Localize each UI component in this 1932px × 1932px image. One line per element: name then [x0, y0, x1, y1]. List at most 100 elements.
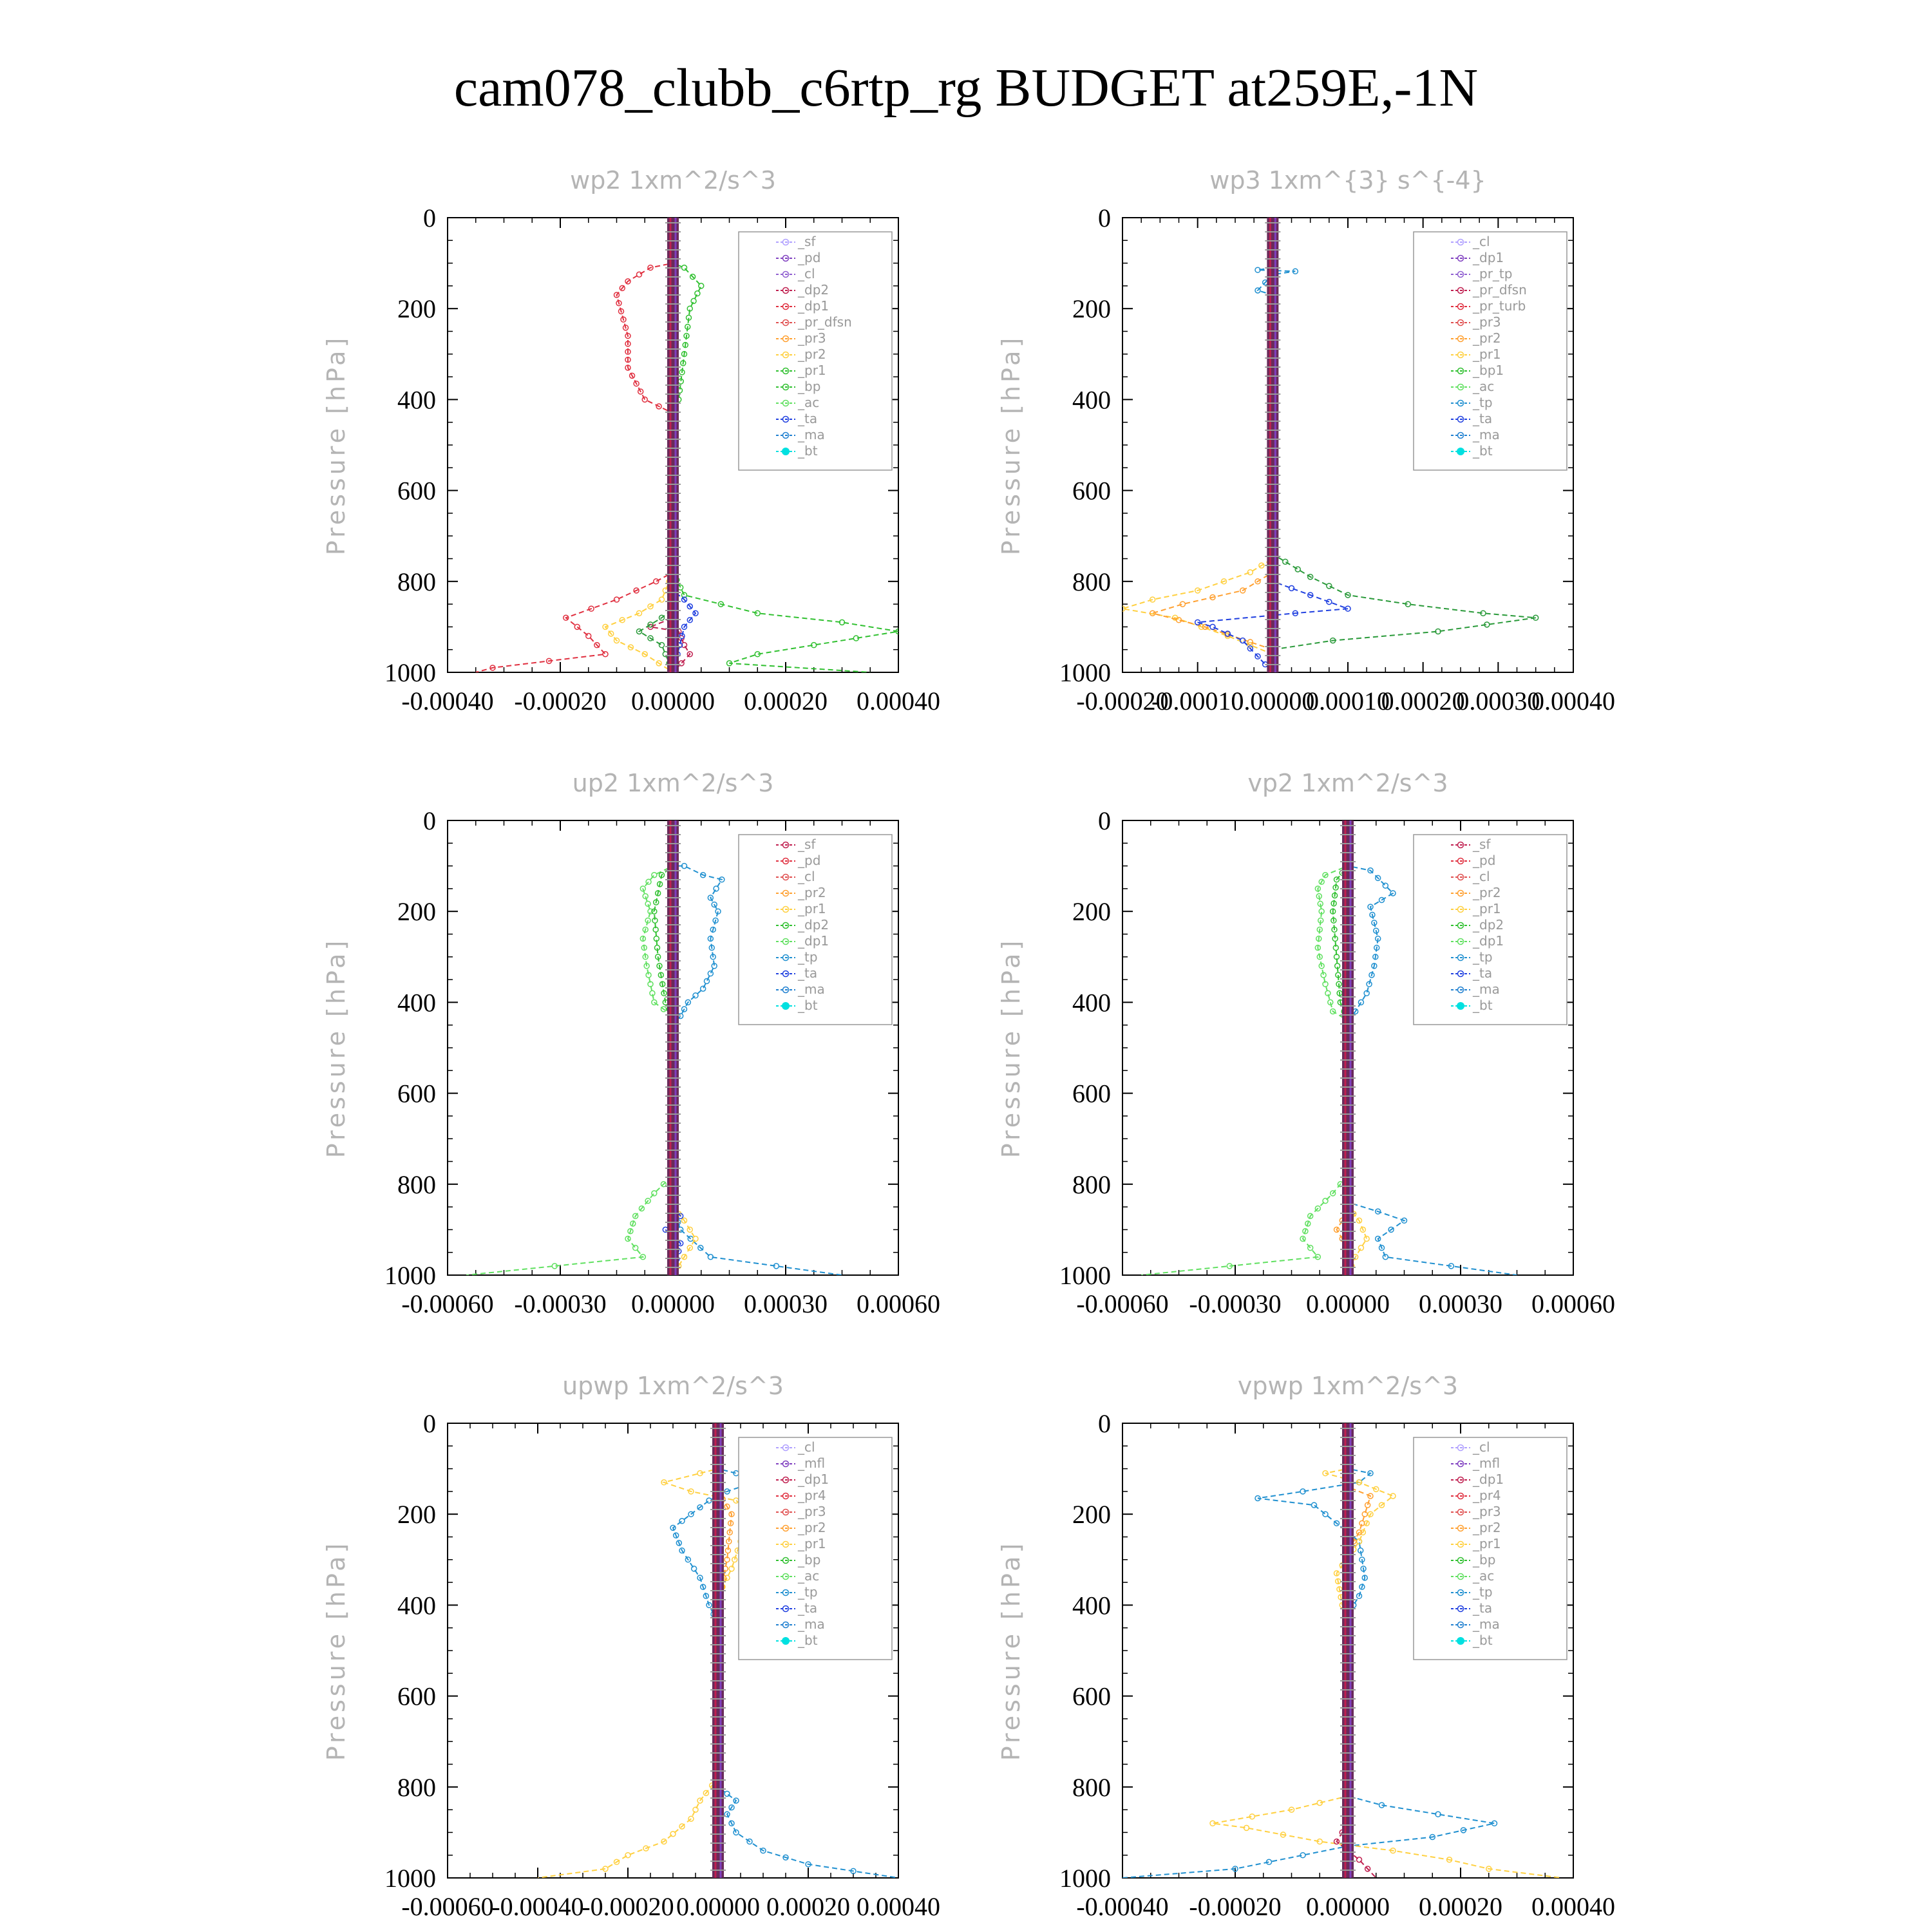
series-marker_ta: [681, 623, 688, 630]
legend-marker: [1457, 303, 1464, 310]
series-marker_pr2: [627, 644, 634, 650]
series-marker_pr1: [681, 592, 688, 598]
legend-entry: _pr_turb: [1472, 298, 1526, 314]
y-tick-label: 800: [1072, 1773, 1111, 1802]
series-marker_pr2: [1364, 1502, 1371, 1508]
panel-title: upwp 1xm^2/s^3: [562, 1372, 784, 1400]
series-marker_bp1: [1405, 601, 1412, 607]
series-marker_pr1: [1243, 1824, 1250, 1832]
legend-entry: _tp: [797, 1584, 818, 1600]
series-marker_dp2: [652, 926, 659, 933]
series-marker_dp1: [613, 596, 620, 603]
series-marker_tp: [724, 1811, 730, 1817]
legend-marker: [782, 287, 790, 294]
legend-marker: [1457, 431, 1464, 439]
x-tick-label: 0.00040: [1531, 1892, 1615, 1921]
series-marker_tp: [679, 1518, 685, 1524]
series-marker_pr1: [895, 628, 898, 635]
series-marker_dp1: [1316, 935, 1322, 942]
series-marker_dp1: [660, 1181, 667, 1188]
series-marker_dp1: [1318, 908, 1325, 914]
series-marker_pr1: [661, 1479, 667, 1486]
legend-entry: _bt: [1472, 443, 1493, 459]
legend-entry: _ta: [797, 1600, 817, 1616]
series-marker_pr1: [613, 1859, 620, 1866]
legend-marker: [1457, 1460, 1464, 1468]
legend-marker: [782, 415, 790, 423]
series-marker_tp: [805, 1861, 811, 1868]
series-marker_tp: [1378, 1802, 1385, 1808]
series-marker_dp2: [654, 954, 661, 960]
series-marker_tp: [1357, 1547, 1364, 1554]
y-tick-label: 200: [1072, 294, 1111, 323]
legend-entry: _sf: [797, 837, 816, 852]
legend-entry: _pd: [1472, 853, 1495, 868]
series-marker_pr1: [1390, 1847, 1396, 1854]
series-marker_dp1: [647, 908, 654, 914]
series-marker_dp1: [651, 999, 658, 1006]
legend-entry: _ma: [797, 427, 825, 442]
series-marker_pr1: [694, 290, 701, 297]
series-marker_pr1: [1446, 1857, 1453, 1863]
legend-box: [738, 834, 893, 1025]
series-marker_ta: [1247, 645, 1254, 652]
series-marker_dp2: [658, 972, 665, 978]
series-marker_dp1: [616, 299, 622, 307]
legend-marker: [1457, 905, 1464, 913]
legend-marker: [1457, 1476, 1464, 1484]
series-marker_pr1: [602, 1866, 609, 1872]
series-marker_ta: [681, 596, 688, 603]
legend-entry: _dp2: [797, 282, 829, 298]
series-marker_tp: [672, 1532, 679, 1539]
y-tick-label: 800: [397, 567, 436, 596]
legend-marker: [1457, 238, 1464, 246]
series-marker_pr2: [1247, 639, 1254, 645]
series-marker_dp1: [1329, 1008, 1336, 1015]
series-marker_tp: [710, 954, 716, 960]
series-marker_dp1: [1307, 1244, 1314, 1251]
legend-entry: _pr2: [1472, 885, 1501, 900]
legend-entry: _pr4: [1472, 1488, 1501, 1503]
series-marker_pr2: [641, 651, 648, 658]
series-marker_tp: [707, 970, 714, 977]
legend-marker: [1457, 254, 1464, 262]
legend-entry: _ma: [1472, 1616, 1500, 1632]
series-marker_bp1: [1484, 621, 1490, 628]
series-marker_tp: [1388, 1226, 1394, 1233]
legend-marker: [1457, 857, 1464, 865]
series-marker_pr1: [811, 641, 817, 649]
series-marker_pr1: [838, 619, 846, 626]
legend-entry: _dp1: [1472, 1472, 1504, 1487]
x-tick-label: 0.00030: [744, 1289, 828, 1318]
series-marker_pr1: [681, 351, 688, 357]
series-marker_pr1: [679, 1823, 685, 1830]
legend-entry: _pr2: [1472, 1520, 1501, 1535]
series-marker_pr1: [754, 651, 761, 658]
series-marker_tp: [712, 917, 719, 924]
legend-entry: _cl: [797, 869, 815, 884]
series-marker_pr2: [727, 1520, 734, 1527]
series-line_pr2: [604, 218, 674, 672]
series-marker_dp1: [1314, 1205, 1321, 1212]
series-marker_dp1: [620, 316, 627, 323]
series-marker_pr1: [1486, 1866, 1492, 1872]
series-marker_pr1: [1336, 1586, 1343, 1593]
legend-entry: _ta: [797, 965, 817, 981]
series-marker_bp: [647, 621, 654, 628]
series-marker_tp: [670, 1524, 676, 1531]
y-tick-label: 400: [1072, 988, 1111, 1017]
x-tick-label: -0.00060: [1076, 1289, 1168, 1318]
series-marker_dp2: [1332, 884, 1339, 891]
data-layer: [1122, 1423, 1562, 1878]
y-tick-label: 400: [397, 988, 436, 1017]
series-marker_dp2: [1333, 876, 1340, 883]
y-tick-label: 0: [1098, 806, 1111, 835]
legend-entry: _cl: [797, 1439, 815, 1455]
series-marker_pr2: [1175, 617, 1182, 623]
series-marker_tp: [724, 1790, 730, 1797]
series-marker_pr2: [726, 1538, 732, 1545]
series-marker_ta: [1345, 605, 1351, 612]
legend-marker: [782, 1524, 790, 1532]
series-marker_tp: [1360, 1566, 1367, 1572]
series-marker_ta: [1209, 623, 1216, 630]
